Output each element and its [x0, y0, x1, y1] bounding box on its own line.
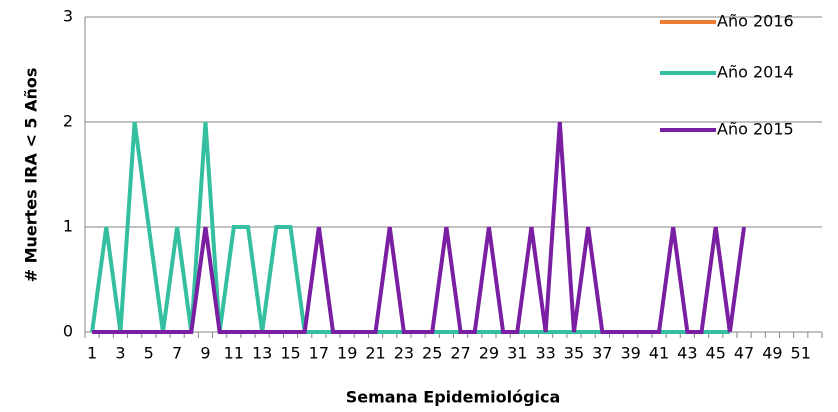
- x-tick-label: 49: [762, 344, 782, 363]
- x-tick-label: 5: [144, 344, 154, 363]
- x-tick-label: 51: [791, 344, 811, 363]
- legend-label: Año 2014: [717, 63, 794, 82]
- x-tick-label: 43: [677, 344, 697, 363]
- x-tick-label: 39: [620, 344, 640, 363]
- x-tick-label: 33: [535, 344, 555, 363]
- x-tick-label: 29: [479, 344, 499, 363]
- y-tick-label: 2: [63, 112, 73, 131]
- x-tick-label: 3: [115, 344, 125, 363]
- series-line: [92, 121, 747, 334]
- x-tick-label: 7: [172, 344, 182, 363]
- x-tick-label: 31: [507, 344, 527, 363]
- x-tick-label: 23: [394, 344, 414, 363]
- x-tick-label: 25: [422, 344, 442, 363]
- y-tick-label: 1: [63, 217, 73, 236]
- legend-label: Año 2016: [717, 12, 794, 31]
- x-tick-label: 27: [450, 344, 470, 363]
- x-tick-label: 9: [200, 344, 210, 363]
- x-axis-title: Semana Epidemiológica: [346, 388, 561, 407]
- x-tick-label: 35: [564, 344, 584, 363]
- y-axis-title: # Muertes IRA < 5 Años: [22, 68, 41, 283]
- legend-label: Año 2015: [717, 120, 794, 139]
- y-tick-label: 3: [63, 7, 73, 26]
- x-tick-label: 21: [365, 344, 385, 363]
- x-tick-label: 15: [280, 344, 300, 363]
- x-tick-label: 11: [224, 344, 244, 363]
- x-tick-label: 45: [706, 344, 726, 363]
- x-tick-label: 41: [649, 344, 669, 363]
- x-tick-label: 19: [337, 344, 357, 363]
- x-tick-label: 17: [309, 344, 329, 363]
- y-tick-label: 0: [63, 322, 73, 341]
- x-tick-label: 47: [734, 344, 754, 363]
- x-tick-label: 13: [252, 344, 272, 363]
- x-tick-label: 1: [87, 344, 97, 363]
- x-tick-label: 37: [592, 344, 612, 363]
